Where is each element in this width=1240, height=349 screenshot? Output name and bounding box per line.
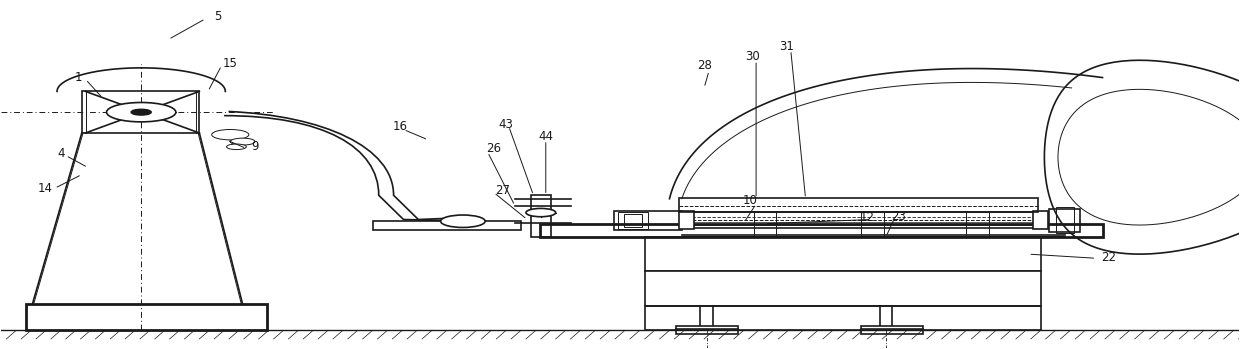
Text: 22: 22 [1101, 251, 1116, 264]
Text: 12: 12 [861, 211, 875, 224]
Circle shape [440, 215, 485, 228]
Bar [862, 326, 923, 330]
Bar [680, 210, 694, 229]
Circle shape [231, 138, 255, 145]
Circle shape [131, 109, 151, 115]
Bar [531, 195, 551, 237]
Text: 43: 43 [498, 118, 513, 131]
Text: 5: 5 [215, 10, 222, 23]
Bar [624, 214, 642, 227]
Bar [1049, 209, 1080, 232]
Bar [676, 326, 738, 330]
Bar [862, 329, 923, 334]
Circle shape [107, 103, 176, 122]
Bar [1055, 207, 1074, 233]
Bar [645, 237, 1040, 272]
Bar [645, 306, 1040, 330]
Bar [614, 211, 682, 230]
Bar [539, 224, 1102, 237]
Bar [754, 211, 776, 224]
Text: 30: 30 [745, 50, 760, 63]
Text: 14: 14 [37, 182, 52, 195]
Text: 28: 28 [697, 59, 712, 72]
Bar [26, 304, 268, 330]
Circle shape [212, 129, 249, 140]
Bar [966, 211, 988, 224]
Bar [1033, 210, 1048, 229]
Text: 15: 15 [223, 57, 238, 70]
Bar [82, 91, 200, 133]
Text: 9: 9 [252, 140, 259, 153]
Circle shape [526, 208, 556, 217]
Bar [372, 221, 521, 230]
Text: 4: 4 [57, 147, 64, 160]
Text: 1: 1 [74, 71, 82, 84]
Text: 27: 27 [495, 184, 510, 196]
Text: 10: 10 [743, 194, 758, 207]
Bar [645, 272, 1040, 306]
Text: 31: 31 [780, 40, 795, 53]
Bar [618, 212, 649, 229]
Text: 16: 16 [392, 119, 407, 133]
Bar [682, 211, 1040, 228]
Bar [676, 329, 738, 334]
Circle shape [227, 144, 247, 150]
Text: 26: 26 [486, 142, 501, 155]
Text: 44: 44 [538, 130, 553, 143]
Bar [680, 198, 1038, 211]
Text: 23: 23 [890, 209, 905, 223]
Bar [862, 211, 884, 224]
